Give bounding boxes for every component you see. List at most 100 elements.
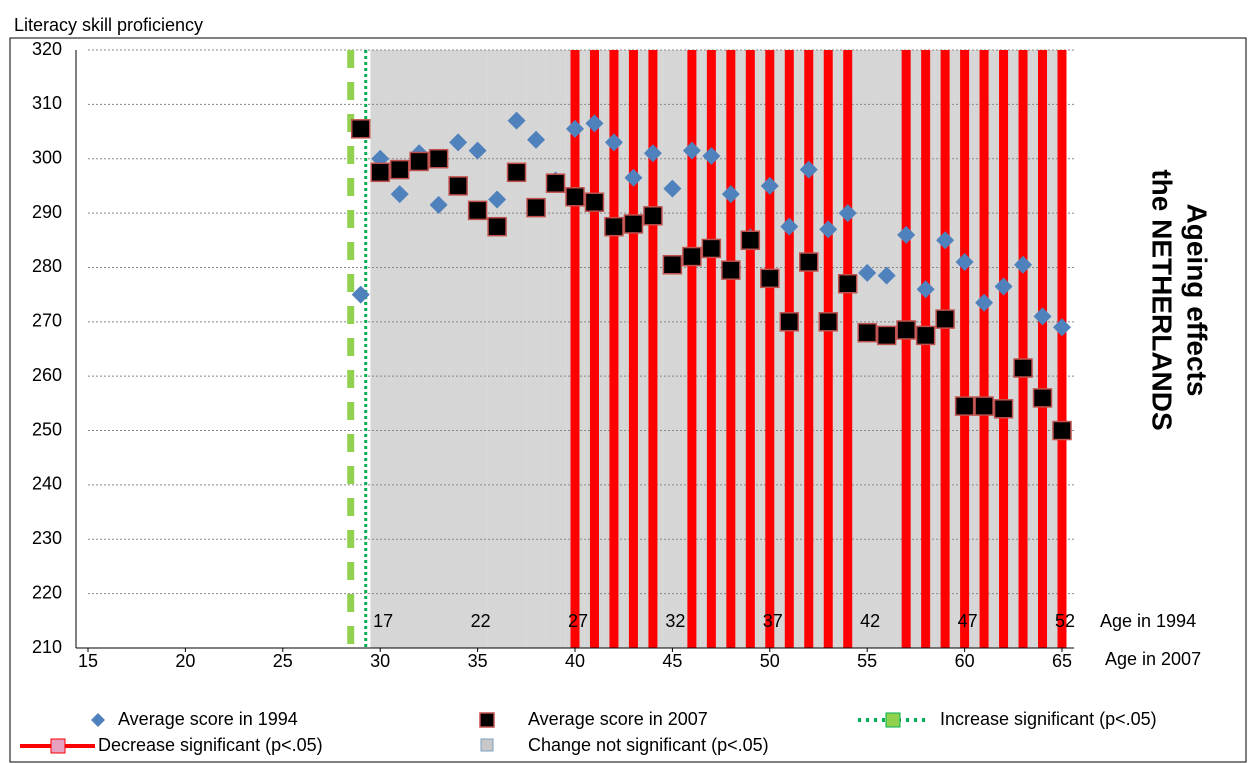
diamond-marker <box>507 111 526 130</box>
legend-label: Increase significant (p<.05) <box>940 709 1157 729</box>
square-marker <box>857 322 877 343</box>
square-marker <box>565 187 585 207</box>
y-tick-label: 290 <box>32 202 62 222</box>
square-marker <box>1052 420 1072 441</box>
square-marker <box>915 325 936 346</box>
square-marker <box>935 309 955 329</box>
not-significant-band <box>389 50 410 648</box>
square-marker <box>701 238 722 259</box>
y-tick-label: 230 <box>32 528 62 548</box>
y-tick-label: 240 <box>32 474 62 494</box>
not-significant-band <box>1052 50 1062 648</box>
diamond-marker <box>877 266 896 285</box>
y-tick-label: 260 <box>32 365 62 385</box>
square-marker <box>428 148 449 169</box>
not-significant-band <box>662 50 683 648</box>
x-tick-label: 25 <box>273 651 293 671</box>
diamond-marker <box>604 133 623 152</box>
diamond-marker <box>1014 255 1033 274</box>
y-tick-label: 270 <box>32 311 62 331</box>
y-tick-label: 210 <box>32 637 62 657</box>
not-significant-band <box>857 50 877 648</box>
x2-tick-label: 32 <box>665 611 685 631</box>
x2-tick-label: 42 <box>860 611 880 631</box>
x-tick-label: 55 <box>857 651 877 671</box>
diamond-marker <box>390 185 409 204</box>
square-marker <box>818 312 838 332</box>
not-significant-band <box>506 50 527 648</box>
diamond-marker <box>351 285 370 304</box>
diamond-marker <box>429 195 448 214</box>
not-significant-band <box>467 50 488 648</box>
diamond-marker <box>780 217 799 236</box>
square-marker <box>506 162 527 183</box>
diamond-marker <box>819 220 838 239</box>
diamond-marker <box>585 114 604 133</box>
x2-tick-label: 37 <box>763 611 783 631</box>
diamond-marker <box>955 253 974 272</box>
square-marker <box>623 214 644 234</box>
diamond-marker <box>897 225 916 244</box>
y-tick-label: 310 <box>32 93 62 113</box>
diamond-marker <box>975 293 994 312</box>
diamond-marker <box>721 185 740 204</box>
square-marker <box>837 274 858 294</box>
square-marker <box>467 200 488 221</box>
square-marker <box>662 254 683 275</box>
square-marker <box>1013 358 1033 378</box>
x2-tick-label: 17 <box>373 611 393 631</box>
x2-axis-label: Age in 1994 <box>1100 611 1196 631</box>
diamond-marker <box>91 713 105 727</box>
not-significant-band <box>487 50 507 648</box>
diamond-marker <box>566 119 584 138</box>
square-marker <box>876 325 897 346</box>
not-significant-band <box>876 50 897 648</box>
diamond-marker <box>527 130 546 149</box>
not-significant-band <box>448 50 468 648</box>
square-marker <box>760 268 780 289</box>
square-marker <box>389 159 410 180</box>
square-marker <box>799 252 819 272</box>
square-marker <box>721 260 741 280</box>
y-tick-label: 250 <box>32 419 62 439</box>
x-tick-label: 15 <box>78 651 98 671</box>
square-marker <box>545 173 566 193</box>
square-marker <box>974 396 994 416</box>
square-marker <box>479 712 495 728</box>
square-marker <box>584 192 605 212</box>
diamond-marker <box>1053 318 1071 337</box>
legend-increase-box <box>885 712 901 728</box>
diamond-marker <box>449 133 468 152</box>
y-tick-label: 280 <box>32 256 62 276</box>
legend-ns-box <box>480 738 494 752</box>
x-tick-label: 45 <box>662 651 682 671</box>
square-marker <box>526 197 546 218</box>
x2-tick-label: 22 <box>471 611 491 631</box>
diamond-marker <box>663 179 682 198</box>
diamond-marker <box>838 204 857 223</box>
x-tick-label: 65 <box>1052 651 1072 671</box>
diamond-marker <box>799 160 818 179</box>
diamond-marker <box>858 263 877 282</box>
square-marker <box>896 320 916 340</box>
diamond-marker <box>936 231 955 250</box>
x2-tick-label: 52 <box>1055 611 1075 631</box>
square-marker <box>350 119 371 139</box>
square-marker <box>1032 388 1053 408</box>
x-tick-label: 35 <box>468 651 488 671</box>
square-marker <box>448 176 468 196</box>
not-significant-band <box>428 50 449 648</box>
x-tick-label: 30 <box>370 651 390 671</box>
diamond-marker <box>1033 307 1052 326</box>
diamond-marker <box>702 147 721 166</box>
legend-label: Change not significant (p<.05) <box>528 735 769 755</box>
diamond-marker <box>916 280 935 299</box>
legend-label: Average score in 1994 <box>118 709 298 729</box>
x-tick-label: 40 <box>565 651 585 671</box>
legend-label: Average score in 2007 <box>528 709 708 729</box>
diamond-marker <box>468 141 487 160</box>
square-marker <box>604 216 624 237</box>
square-marker <box>682 246 702 267</box>
y-tick-label: 220 <box>32 582 62 602</box>
